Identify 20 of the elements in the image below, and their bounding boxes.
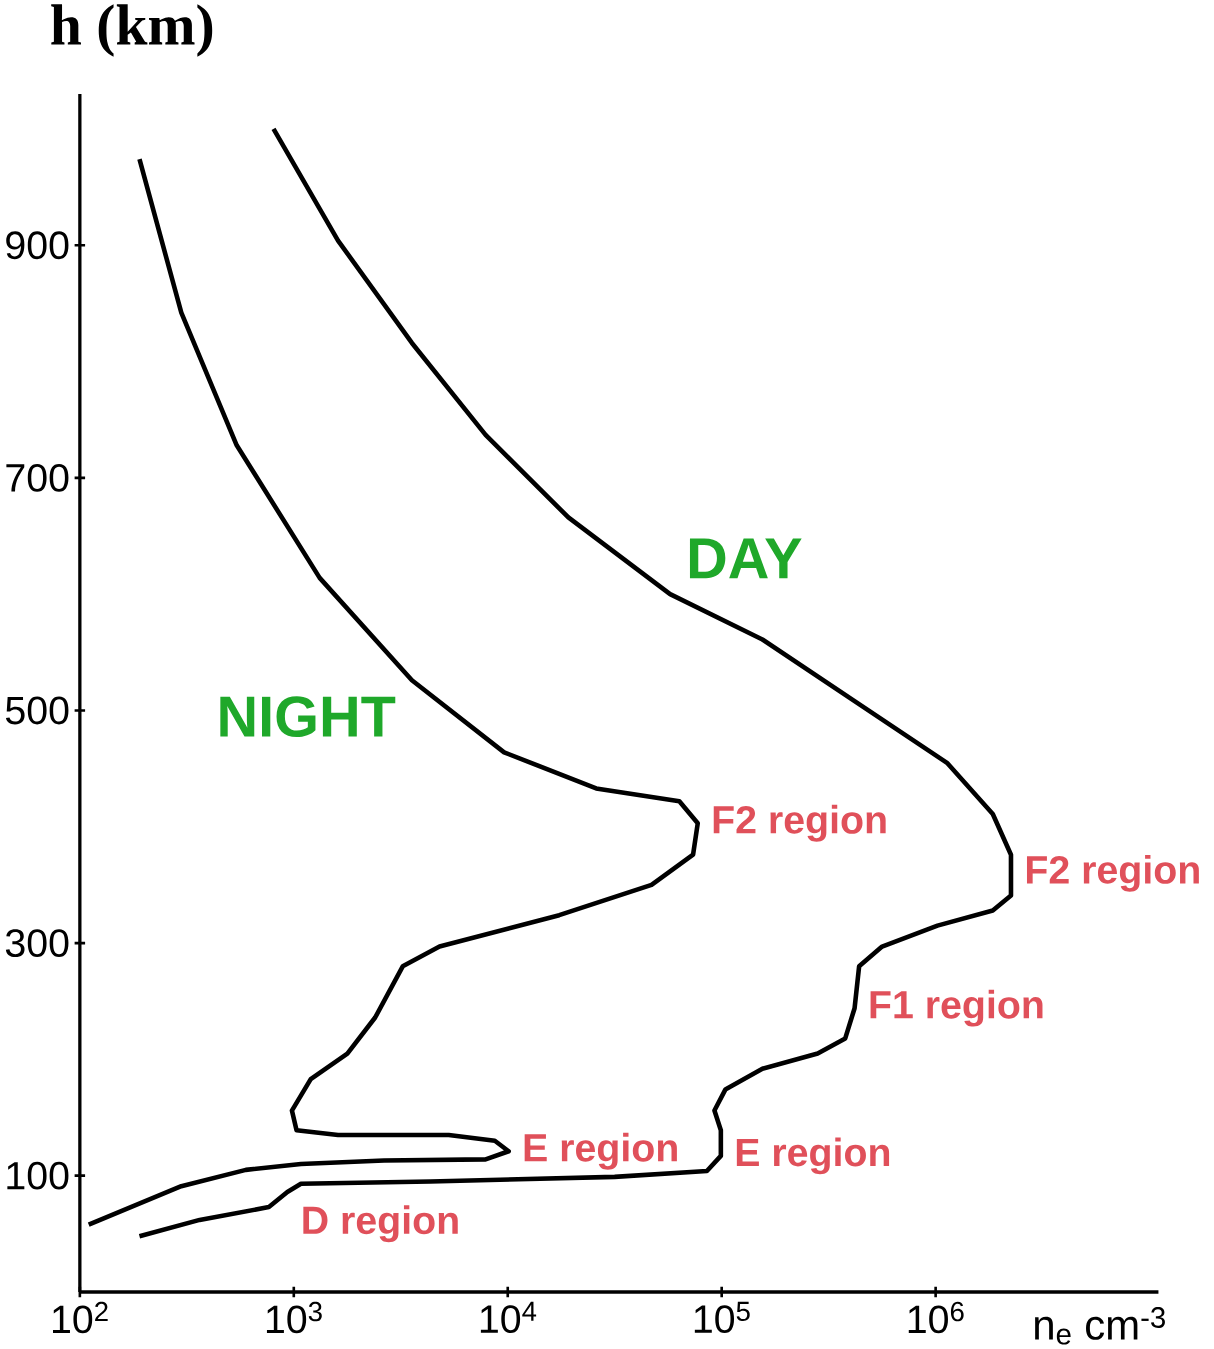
annotation: E region — [524, 1132, 677, 1170]
x-axis-title: n$_{e}$ cm$^{-3}$ — [1034, 1307, 1165, 1345]
x-tick-label: 10$^{4}$ — [480, 1301, 536, 1334]
x-tick-label: 10$^{5}$ — [694, 1301, 750, 1334]
y-tick-label: 900 — [6, 231, 69, 260]
series-label: NIGHT — [220, 696, 396, 738]
annotation: D region — [303, 1205, 458, 1243]
y-tick-label: 300 — [5, 929, 69, 958]
series-label: DAY — [689, 538, 802, 579]
annotation: F2 region — [713, 804, 886, 842]
y-axis-title: h (km) — [51, 4, 212, 57]
x-tick-label: 10$^{6}$ — [908, 1301, 964, 1334]
y-tick-label: 100 — [7, 1161, 69, 1190]
y-tick-label: 500 — [5, 696, 69, 725]
y-tick-label: 700 — [6, 463, 69, 492]
annotation: F2 region — [1026, 854, 1199, 892]
annotation: E region — [736, 1137, 889, 1175]
x-tick-label: 10$^{2}$ — [52, 1301, 108, 1334]
annotation: F1 region — [870, 989, 1043, 1027]
x-tick-label: 10$^{3}$ — [266, 1301, 322, 1334]
